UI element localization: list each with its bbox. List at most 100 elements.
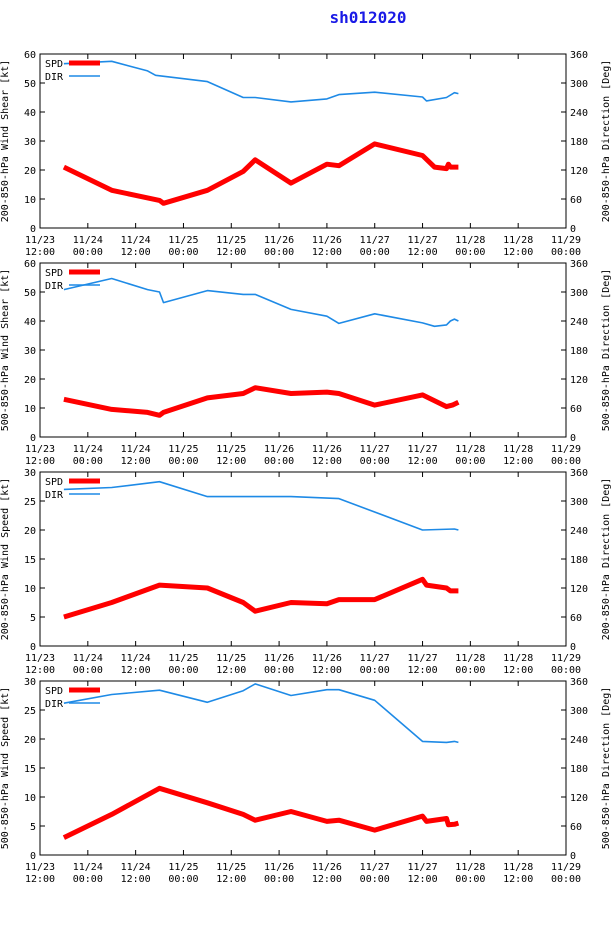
x-tick-label-date: 11/25 [168, 862, 198, 873]
x-tick-label-time: 00:00 [168, 456, 198, 467]
x-tick-label-date: 11/26 [312, 653, 342, 664]
x-tick-label-time: 00:00 [73, 247, 103, 258]
x-tick-label-time: 00:00 [264, 456, 294, 467]
x-tick-label-time: 12:00 [312, 874, 342, 885]
x-tick-label-date: 11/26 [312, 444, 342, 455]
x-tick-label-time: 12:00 [407, 874, 437, 885]
y2-tick-label: 360 [570, 259, 588, 270]
x-tick-label-date: 11/24 [121, 653, 151, 664]
x-tick-label-date: 11/23 [25, 862, 55, 873]
x-tick-label-time: 00:00 [73, 456, 103, 467]
x-tick-label-date: 11/26 [264, 235, 294, 246]
x-tick-label-date: 11/24 [73, 235, 103, 246]
legend-label-dir: DIR [45, 281, 64, 292]
y2-tick-label: 240 [570, 108, 588, 119]
y-tick-label: 10 [24, 195, 36, 206]
x-tick-label-date: 11/28 [455, 653, 485, 664]
y-axis-label: 500-850-hPa Wind Speed [kt] [0, 687, 11, 850]
x-tick-label-time: 00:00 [360, 247, 390, 258]
y2-tick-label: 0 [570, 433, 576, 444]
x-tick-label-date: 11/28 [503, 653, 533, 664]
spd-series-line [62, 141, 459, 206]
x-tick-label-time: 12:00 [503, 665, 533, 676]
y2-tick-label: 0 [570, 642, 576, 653]
y-tick-label: 20 [24, 375, 36, 386]
x-tick-label-date: 11/26 [264, 444, 294, 455]
y2-tick-label: 120 [570, 166, 588, 177]
y2-axis-label: 200-850-hPa Direction [Deg] [601, 478, 612, 641]
y-axis-label: 500-850-hPa Wind Shear [kt] [0, 269, 11, 432]
y-tick-label: 30 [24, 137, 36, 148]
x-tick-label-date: 11/24 [121, 235, 151, 246]
y2-tick-label: 360 [570, 50, 588, 61]
y-tick-label: 30 [24, 346, 36, 357]
y2-tick-label: 300 [570, 288, 588, 299]
y-tick-label: 5 [30, 613, 36, 624]
x-tick-label-date: 11/23 [25, 444, 55, 455]
dir-series-line [63, 480, 459, 531]
y-tick-label: 30 [24, 468, 36, 479]
x-tick-label-time: 12:00 [503, 456, 533, 467]
y2-axis-label: 200-850-hPa Direction [Deg] [601, 60, 612, 223]
y-tick-label: 20 [24, 735, 36, 746]
y-tick-label: 60 [24, 50, 36, 61]
y2-tick-label: 120 [570, 793, 588, 804]
x-tick-label-date: 11/24 [73, 862, 103, 873]
y2-tick-label: 240 [570, 317, 588, 328]
x-tick-label-date: 11/24 [73, 444, 103, 455]
x-tick-label-date: 11/28 [455, 862, 485, 873]
legend-label-spd: SPD [45, 59, 63, 70]
y-tick-label: 50 [24, 288, 36, 299]
x-tick-label-date: 11/29 [551, 653, 581, 664]
x-tick-label-date: 11/24 [121, 444, 151, 455]
y2-tick-label: 180 [570, 764, 588, 775]
plot-frame [39, 53, 567, 229]
y2-tick-label: 300 [570, 706, 588, 717]
y2-tick-label: 120 [570, 584, 588, 595]
x-tick-label-time: 12:00 [312, 665, 342, 676]
y2-tick-label: 300 [570, 497, 588, 508]
x-tick-label-time: 12:00 [312, 247, 342, 258]
x-tick-label-date: 11/23 [25, 653, 55, 664]
x-tick-label-date: 11/25 [216, 862, 246, 873]
x-tick-label-time: 00:00 [168, 874, 198, 885]
x-tick-label-time: 12:00 [503, 247, 533, 258]
x-tick-label-time: 00:00 [360, 456, 390, 467]
x-tick-label-time: 00:00 [264, 247, 294, 258]
y2-tick-label: 300 [570, 79, 588, 90]
x-tick-label-time: 12:00 [503, 874, 533, 885]
y-tick-label: 0 [30, 642, 36, 653]
page-title: sh012020 [329, 8, 407, 27]
x-tick-label-time: 12:00 [216, 456, 246, 467]
y2-tick-label: 60 [570, 195, 582, 206]
spd-series-line [62, 785, 460, 840]
plot-frame [39, 471, 567, 647]
x-tick-label-time: 12:00 [25, 665, 55, 676]
y-tick-label: 5 [30, 822, 36, 833]
x-tick-label-time: 00:00 [360, 665, 390, 676]
x-tick-label-date: 11/27 [407, 444, 437, 455]
y2-axis-label: 500-850-hPa Direction [Deg] [601, 687, 612, 850]
x-tick-label-date: 11/27 [407, 235, 437, 246]
x-tick-label-time: 12:00 [216, 665, 246, 676]
x-tick-label-date: 11/29 [551, 444, 581, 455]
y-tick-label: 15 [24, 764, 36, 775]
y-tick-label: 10 [24, 584, 36, 595]
x-tick-label-time: 00:00 [360, 874, 390, 885]
x-tick-label-date: 11/27 [360, 653, 390, 664]
x-tick-label-time: 12:00 [407, 247, 437, 258]
x-tick-label-date: 11/23 [25, 235, 55, 246]
x-tick-label-date: 11/24 [121, 862, 151, 873]
y-tick-label: 10 [24, 404, 36, 415]
y2-tick-label: 0 [570, 851, 576, 862]
y2-axis-label: 500-850-hPa Direction [Deg] [601, 269, 612, 432]
legend-label-dir: DIR [45, 72, 64, 83]
x-tick-label-date: 11/26 [264, 862, 294, 873]
y-tick-label: 20 [24, 526, 36, 537]
legend-label-spd: SPD [45, 268, 63, 279]
legend-label-dir: DIR [45, 490, 64, 501]
x-tick-label-date: 11/28 [455, 235, 485, 246]
x-tick-label-time: 00:00 [551, 456, 581, 467]
spd-series-line [63, 576, 459, 620]
